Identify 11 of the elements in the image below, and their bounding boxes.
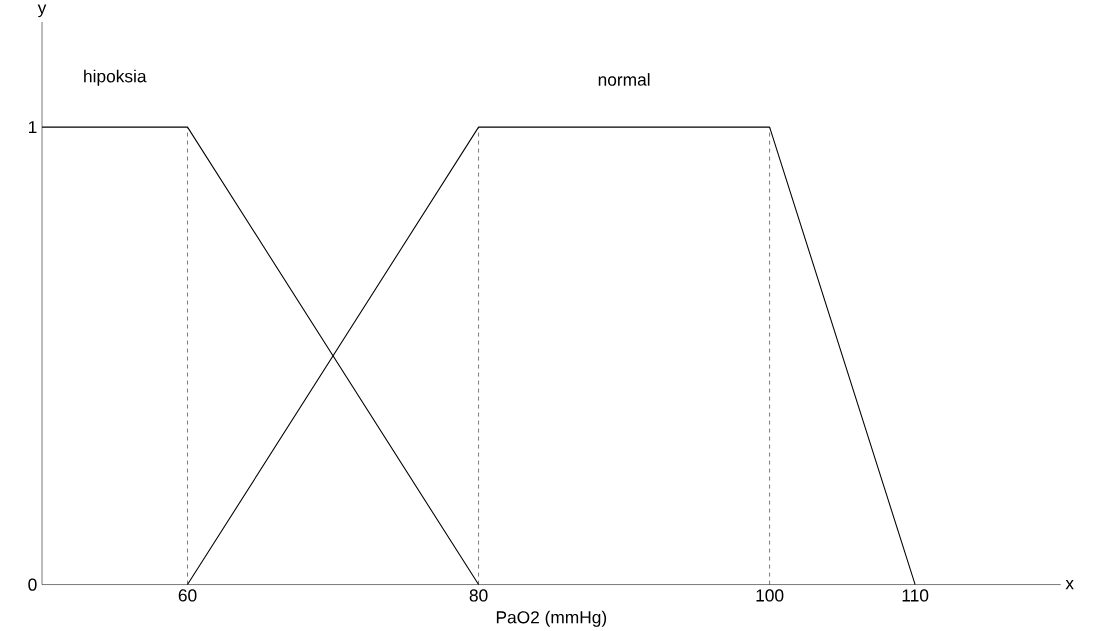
text: normal — [598, 72, 650, 86]
x-tick-label: 80 — [469, 589, 488, 602]
x-tick-label: 110 — [902, 589, 929, 602]
y-tick-label: 0 — [28, 578, 37, 591]
x-axis-title: PaO2 (mmHg) — [496, 610, 607, 627]
text: x — [1065, 579, 1074, 589]
x-tick-label: 100 — [756, 589, 784, 602]
y-tick-label: 1 — [28, 121, 37, 133]
y-axis-title: y — [37, 4, 47, 18]
text: hipoksia — [84, 69, 147, 86]
x-tick-label: 60 — [178, 589, 197, 602]
